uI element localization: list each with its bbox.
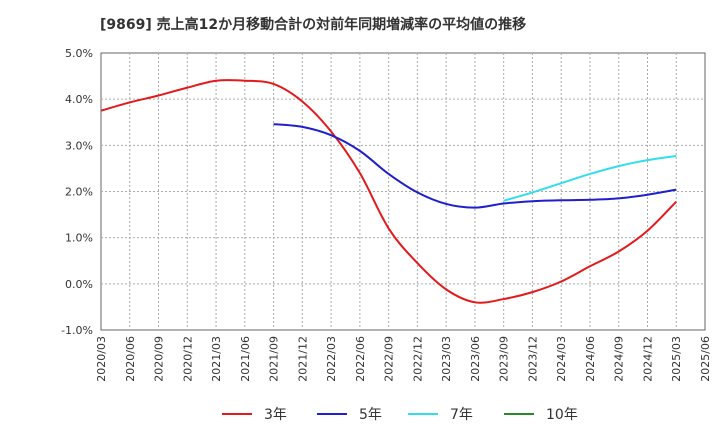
x-tick-label: 2025/03	[670, 336, 683, 382]
y-tick-label: 2.0%	[65, 186, 93, 199]
x-tick-label: 2024/09	[613, 336, 626, 382]
x-tick-label: 2023/06	[469, 336, 482, 382]
y-tick-label: 1.0%	[65, 232, 93, 245]
x-tick-label: 2020/03	[95, 336, 108, 382]
x-tick-label: 2022/03	[325, 336, 338, 382]
y-tick-label: 0.0%	[65, 278, 93, 291]
x-tick-label: 2024/03	[555, 336, 568, 382]
chart-title: [9869] 売上高12か月移動合計の対前年同期増減率の平均値の推移	[100, 17, 527, 33]
y-tick-label: 4.0%	[65, 93, 93, 106]
series-line-5年	[273, 123, 677, 209]
x-tick-label: 2021/12	[296, 336, 309, 382]
x-tick-label: 2025/06	[699, 336, 712, 382]
y-tick-label: -1.0%	[61, 324, 93, 337]
x-tick-label: 2022/06	[354, 336, 367, 382]
x-tick-label: 2023/09	[498, 336, 511, 382]
x-tick-label: 2020/09	[153, 336, 166, 382]
x-tick-label: 2021/03	[210, 336, 223, 382]
legend-label-7年: 7年	[450, 407, 473, 423]
x-tick-label: 2022/09	[383, 336, 396, 382]
series-line-7年	[503, 154, 677, 202]
x-tick-label: 2023/03	[440, 336, 453, 382]
x-tick-label: 2020/12	[181, 336, 194, 382]
legend-label-3年: 3年	[264, 407, 287, 423]
y-tick-label: 5.0%	[65, 47, 93, 60]
legend-label-5年: 5年	[359, 407, 382, 423]
x-tick-label: 2022/12	[411, 336, 424, 382]
x-tick-label: 2024/06	[584, 336, 597, 382]
x-tick-label: 2020/06	[124, 336, 137, 382]
x-tick-label: 2023/12	[526, 336, 539, 382]
x-tick-label: 2024/12	[641, 336, 654, 382]
legend-label-10年: 10年	[546, 407, 578, 423]
series-line-3年	[100, 79, 677, 304]
x-tick-label: 2021/06	[239, 336, 252, 382]
y-tick-label: 3.0%	[65, 139, 93, 152]
x-tick-label: 2021/09	[268, 336, 281, 382]
